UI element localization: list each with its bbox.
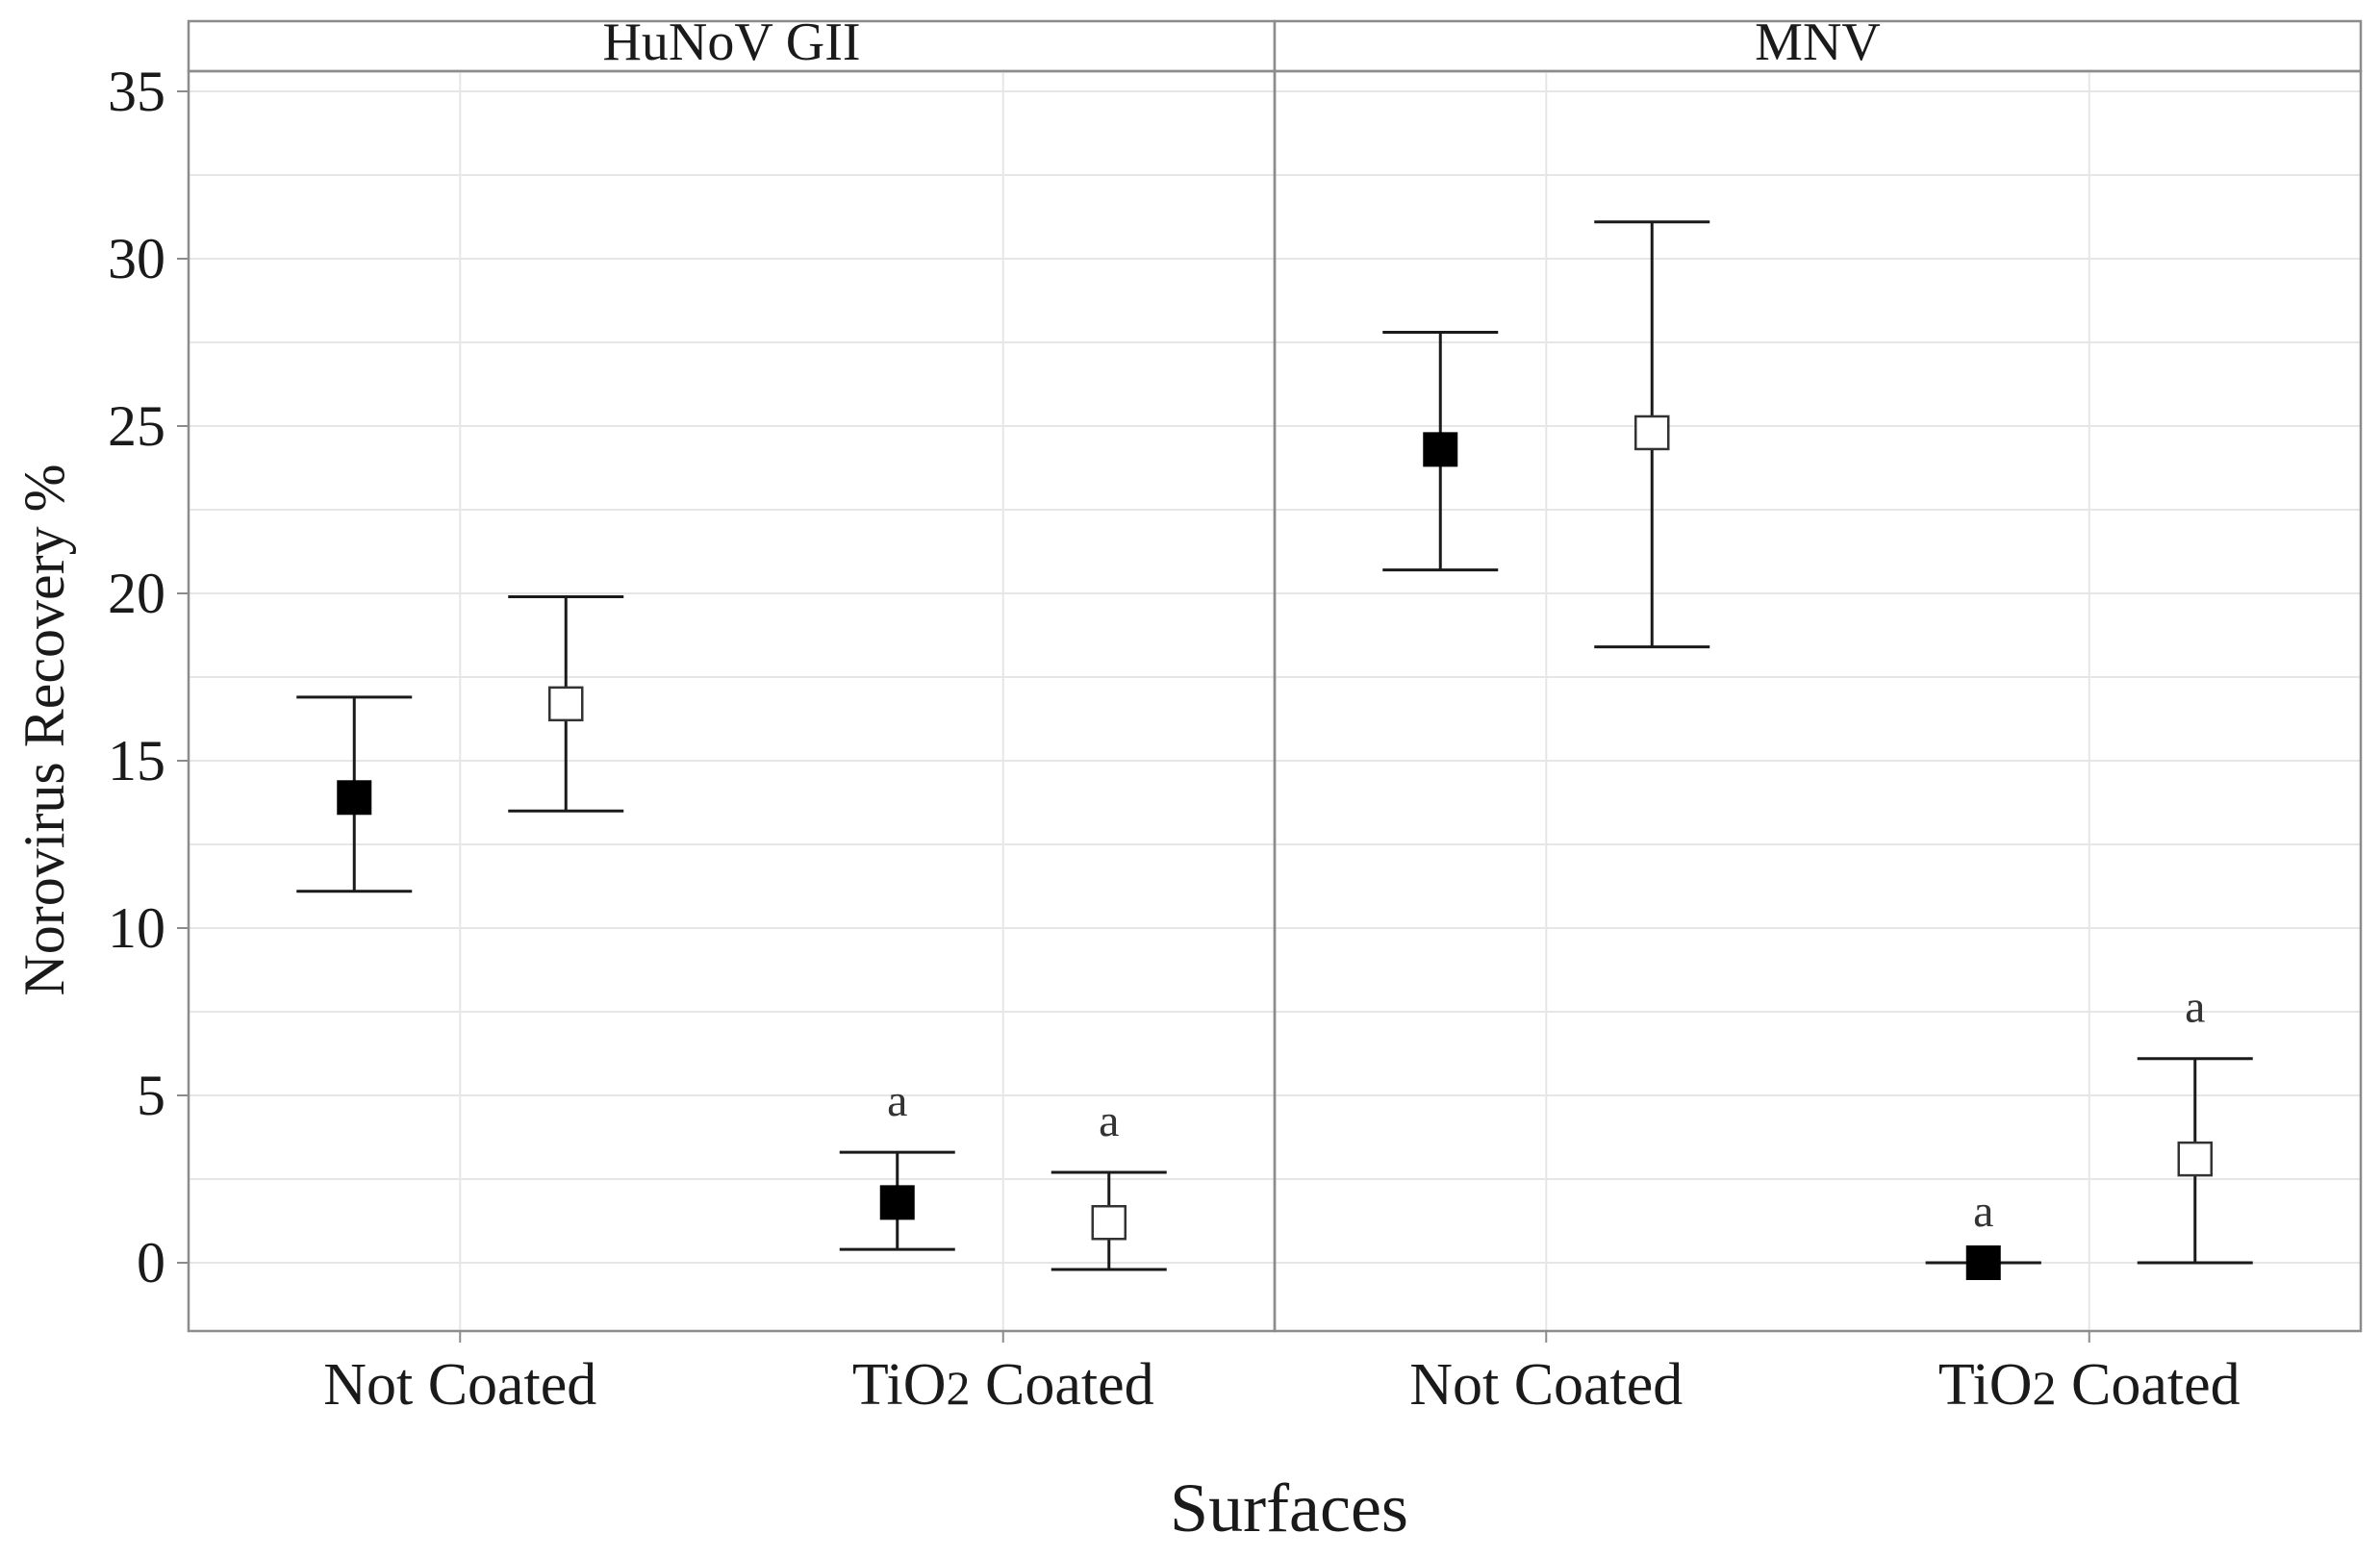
filled-square-marker [337,780,372,816]
open-square-marker [548,686,584,722]
data-point-group: a [2137,982,2253,1265]
data-point-group [1382,331,1499,572]
data-point-group: a [839,1075,955,1251]
open-square-marker [1091,1204,1127,1241]
significance-label: a [887,1075,907,1126]
panel-background [1275,71,2361,1331]
x-tick-label: TiO2 Coated [852,1352,1154,1418]
y-tick-label: 10 [108,896,165,960]
gridlines [189,71,2361,1331]
filled-square-marker [879,1185,915,1220]
y-tick-label: 20 [108,562,165,625]
data-layer: a a a a [296,220,2253,1280]
significance-label: a [1099,1095,1119,1146]
data-point-group: a [1925,1186,2041,1280]
significance-label: a [2185,982,2205,1033]
y-tick-label: 5 [137,1064,165,1127]
panel-strip [187,19,1277,73]
panel-frames [177,69,2363,1343]
panels-background [187,19,2363,1331]
data-point-group [296,695,413,893]
y-tick-label: 0 [137,1231,165,1294]
x-tick-label: TiO2 Coated [1938,1352,2241,1418]
open-square-marker [1634,415,1670,451]
y-tick-label: 30 [108,227,165,290]
open-square-marker [2177,1141,2213,1177]
y-tick-label: 25 [108,394,165,458]
axis-labels: HuNoV GII MNV 0 5 10 15 20 25 30 35 Not Coated TiO2… [13,13,2241,1546]
filled-square-marker [1965,1245,2001,1280]
data-point-group [508,594,624,813]
data-point-group [1594,220,1710,649]
panel-border [1273,69,2363,1333]
panel-strip [1273,19,2363,73]
filled-square-marker [1423,432,1458,467]
x-tick-label: Not Coated [1409,1352,1683,1418]
data-point-group: a [1051,1095,1167,1271]
x-axis-title: Surfaces [1170,1470,1408,1546]
panel-background [189,71,1275,1331]
significance-label: a [1973,1186,1993,1237]
panel-title: HuNoV GII [602,13,860,72]
panel-title: MNV [1755,13,1881,72]
y-axis-title: Norovirus Recovery % [13,464,76,995]
y-tick-label: 15 [108,729,165,792]
y-tick-label: 35 [108,60,165,123]
x-tick-label: Not Coated [323,1352,596,1418]
